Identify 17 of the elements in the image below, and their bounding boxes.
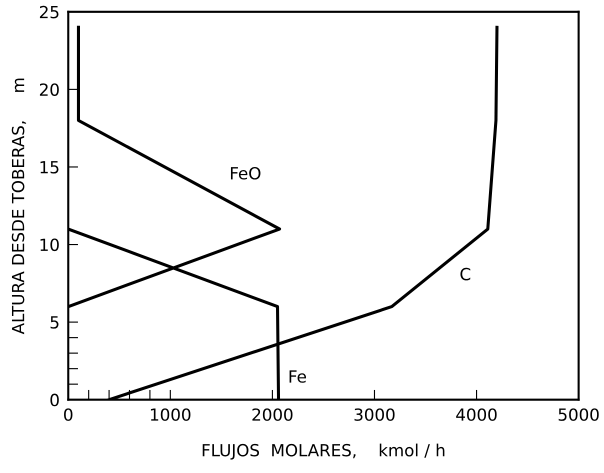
y-tick-label: 0: [50, 394, 59, 406]
y-tick-label: 10: [40, 238, 59, 252]
x-tick-label: 1000: [150, 408, 190, 421]
x-axis-title: FLUJOS MOLARES, kmol / h: [202, 444, 444, 460]
y-tick-label: 5: [50, 316, 58, 329]
series-label: FeO: [230, 166, 260, 180]
y-tick-label: 20: [40, 83, 59, 96]
x-tick-label: 3000: [354, 408, 395, 421]
x-tick-label: 4000: [456, 408, 497, 421]
y-tick-label: 15: [40, 161, 58, 174]
y-tick-label: 25: [40, 6, 58, 18]
x-tick-label: 2000: [252, 408, 293, 421]
series-label: C: [460, 268, 470, 280]
y-axis-title: ALTURA DESDE TOBERAS, m: [12, 78, 26, 334]
series-label: Fe: [290, 370, 306, 383]
x-tick-label: 5000: [558, 408, 599, 421]
x-tick-label: 0: [64, 408, 72, 421]
